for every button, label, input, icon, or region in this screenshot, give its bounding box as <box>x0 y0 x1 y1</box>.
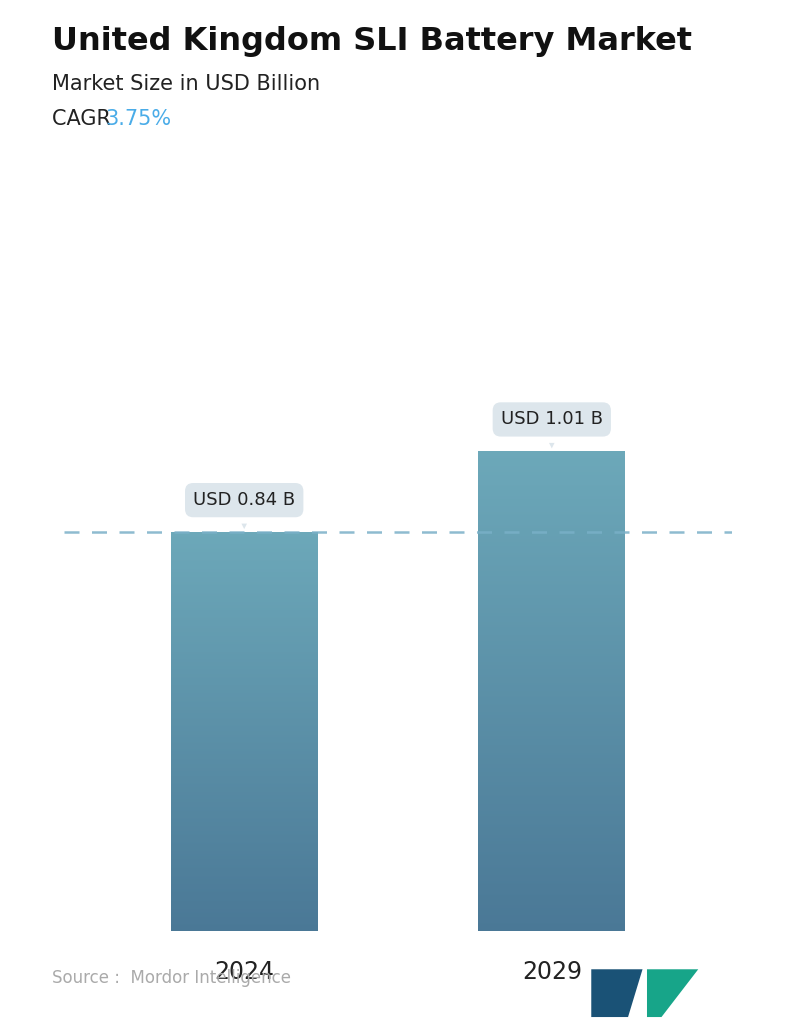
Polygon shape <box>591 969 642 1017</box>
Text: USD 0.84 B: USD 0.84 B <box>193 491 295 529</box>
Text: Source :  Mordor Intelligence: Source : Mordor Intelligence <box>52 970 291 987</box>
Polygon shape <box>647 969 698 1017</box>
Text: USD 1.01 B: USD 1.01 B <box>501 410 603 449</box>
Text: 2029: 2029 <box>522 960 582 984</box>
Text: 3.75%: 3.75% <box>106 109 172 128</box>
Text: CAGR: CAGR <box>52 109 117 128</box>
Text: United Kingdom SLI Battery Market: United Kingdom SLI Battery Market <box>52 26 692 57</box>
Text: Market Size in USD Billion: Market Size in USD Billion <box>52 74 320 94</box>
Text: 2024: 2024 <box>214 960 274 984</box>
